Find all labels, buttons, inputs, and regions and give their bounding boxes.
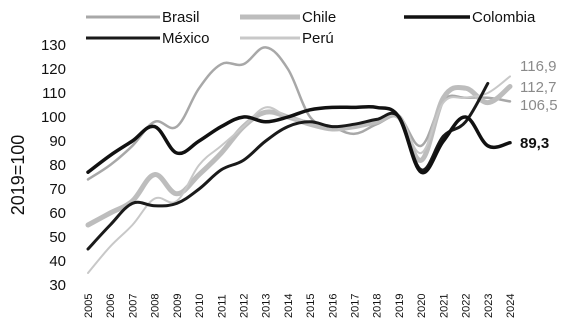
y-tick-label: 90 (49, 133, 66, 150)
y-axis: 30 40 50 60 70 80 90 100 110 120 130 (41, 37, 66, 294)
y-tick-label: 130 (41, 37, 66, 54)
x-tick-label: 2015 (305, 294, 317, 318)
legend-label: Brasil (162, 9, 200, 26)
y-tick-label: 40 (49, 253, 66, 270)
series-line-colombia (86, 104, 512, 175)
end-value-label: 116,9 (520, 58, 556, 75)
series-line-méxico (86, 81, 490, 251)
x-tick-label: 2009 (172, 294, 184, 318)
series-line-perú (87, 75, 511, 274)
x-tick-label: 2006 (105, 294, 117, 318)
legend-label: Chile (302, 9, 336, 26)
legend: Brasil Chile Colombia México Perú (86, 9, 536, 47)
x-tick-label: 2011 (216, 294, 228, 318)
x-tick-label: 2019 (394, 294, 406, 318)
x-tick-label: 2024 (505, 294, 517, 318)
legend-label: México (162, 30, 210, 47)
x-tick-label: 2005 (83, 294, 95, 318)
y-tick-label: 70 (49, 181, 66, 198)
y-tick-label: 60 (49, 205, 66, 222)
x-tick-label: 2014 (283, 294, 295, 318)
y-tick-label: 80 (49, 157, 66, 174)
y-tick-label: 110 (42, 85, 66, 102)
legend-label: Colombia (472, 9, 536, 26)
y-tick-label: 120 (41, 61, 66, 78)
x-tick-label: 2022 (461, 294, 473, 318)
y-axis-title: 2019=100 (8, 135, 28, 216)
y-tick-label: 50 (49, 229, 66, 246)
x-tick-label: 2010 (194, 294, 206, 318)
end-value-label: 89,3 (520, 135, 549, 152)
y-tick-label: 100 (41, 109, 66, 126)
end-value-label: 112,7 (520, 79, 556, 96)
x-tick-label: 2007 (127, 294, 139, 318)
legend-label: Perú (302, 30, 334, 47)
x-tick-label: 2012 (238, 294, 250, 318)
x-tick-label: 2008 (150, 294, 162, 318)
x-tick-label: 2016 (327, 294, 339, 318)
x-tick-label: 2013 (261, 294, 273, 318)
x-tick-label: 2023 (483, 294, 495, 318)
x-tick-label: 2017 (350, 294, 362, 318)
series-lines (85, 46, 513, 274)
x-axis: 2005 2006 2007 2008 2009 2010 2011 2012 2013 2014… (83, 294, 517, 318)
x-tick-label: 2018 (372, 294, 384, 318)
end-value-label: 106,5 (520, 97, 558, 114)
x-tick-label: 2021 (438, 294, 450, 318)
y-tick-label: 30 (49, 277, 66, 294)
series-line-chile (85, 84, 513, 228)
x-tick-label: 2020 (416, 294, 428, 318)
